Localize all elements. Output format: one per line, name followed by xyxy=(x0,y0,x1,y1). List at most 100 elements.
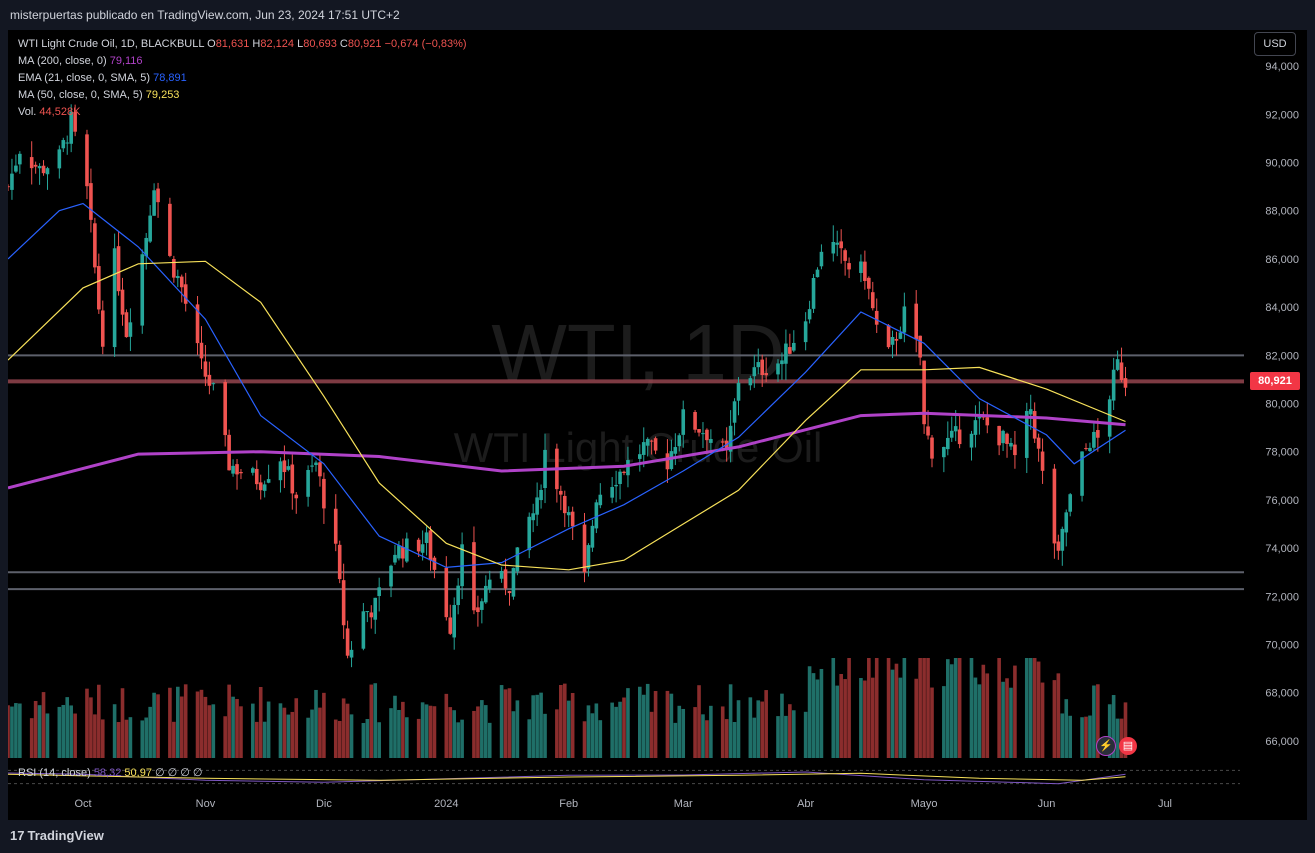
candle-body xyxy=(839,241,843,248)
open-label: O xyxy=(207,38,216,50)
volume-bar xyxy=(1057,673,1061,758)
volume-bar xyxy=(831,658,835,758)
candle-body xyxy=(1108,399,1112,436)
x-tick-label: 2024 xyxy=(434,798,458,810)
candle-body xyxy=(1124,378,1128,388)
volume-bar xyxy=(812,673,816,758)
candle-body xyxy=(223,382,227,435)
candle-body xyxy=(452,605,456,637)
candle-body xyxy=(393,555,397,563)
volume-bar xyxy=(30,718,34,758)
candle-body xyxy=(812,278,816,309)
candle-body xyxy=(417,540,421,552)
candle-body xyxy=(176,276,180,278)
open-value: 81,631 xyxy=(216,38,250,50)
volume-bar xyxy=(780,694,784,758)
event-icons: ⚡ ▤ xyxy=(1096,736,1140,756)
volume-bar xyxy=(239,706,243,758)
volume-bar xyxy=(618,702,622,758)
rsi-legend[interactable]: RSI (14, close) 58,32 50,97 ∅ ∅ ∅ ∅ xyxy=(18,766,203,779)
candle-body xyxy=(397,545,401,558)
candle-body xyxy=(287,466,291,470)
candle-body xyxy=(93,223,97,267)
candle-body xyxy=(1092,432,1096,448)
ma50-value: 79,253 xyxy=(146,89,180,101)
volume-bar xyxy=(294,698,298,758)
candle-body xyxy=(152,190,156,215)
volume-bar xyxy=(816,679,820,758)
volume-bar xyxy=(792,710,796,758)
ma50-label: MA (50, close, 0, SMA, 5) xyxy=(18,89,143,101)
volume-bar xyxy=(176,687,180,758)
candle-body xyxy=(1061,529,1065,551)
volume-bar xyxy=(397,710,401,758)
volume-bar xyxy=(903,658,907,758)
volume-bar xyxy=(697,685,701,758)
chart-area[interactable]: WTI, 1D WTI Light Crude Oil 94,000 92,000 90… xyxy=(8,30,1307,820)
candle-body xyxy=(42,166,46,173)
volume-bar xyxy=(279,703,283,758)
candle-body xyxy=(362,611,366,648)
y-tick-label: 70,000 xyxy=(1265,640,1299,652)
candle-body xyxy=(571,512,575,527)
candle-body xyxy=(784,344,788,364)
volume-bar xyxy=(152,693,156,758)
candle-body xyxy=(867,278,871,289)
volume-bar xyxy=(705,720,709,758)
candle-body xyxy=(559,491,563,495)
lightning-icon[interactable]: ⚡ xyxy=(1096,736,1116,756)
symbol-title[interactable]: WTI Light Crude Oil, 1D, BLACKBULL xyxy=(18,38,204,50)
candle-body xyxy=(117,246,121,291)
x-tick-label: Oct xyxy=(74,798,91,810)
candle-body xyxy=(1053,469,1057,544)
ma200-value: 79,116 xyxy=(110,55,143,67)
volume-bar xyxy=(591,713,595,758)
volume-bar xyxy=(480,700,484,758)
candle-body xyxy=(168,204,172,256)
volume-bar xyxy=(318,708,322,758)
candle-body xyxy=(259,482,263,490)
volume-bar xyxy=(140,720,144,758)
candle-body xyxy=(310,466,314,467)
candle-body xyxy=(859,261,863,272)
volume-bar xyxy=(654,691,658,758)
candle-body xyxy=(737,383,741,401)
volume-bar xyxy=(46,713,50,758)
volume-bar xyxy=(709,706,713,758)
y-tick-label: 94,000 xyxy=(1265,61,1299,73)
legend-ma200[interactable]: MA (200, close, 0) 79,116 xyxy=(18,53,467,70)
candle-body xyxy=(705,430,709,440)
volume-bar xyxy=(97,685,101,758)
candle-body xyxy=(1037,438,1041,449)
candle-body xyxy=(65,143,69,144)
volume-bar xyxy=(788,704,792,758)
legend-volume[interactable]: Vol. 44,528K xyxy=(18,104,467,121)
volume-bar xyxy=(982,665,986,758)
volume-bar xyxy=(930,688,934,758)
volume-bar xyxy=(583,721,587,758)
candle-body xyxy=(488,580,492,589)
candle-body xyxy=(930,438,934,459)
candle-body xyxy=(587,545,591,569)
candle-body xyxy=(531,513,535,520)
candle-body xyxy=(831,242,835,253)
volume-bar xyxy=(235,699,239,758)
volume-bar xyxy=(642,695,646,758)
x-tick-label: Nov xyxy=(196,798,216,810)
volume-bar xyxy=(129,717,133,758)
volume-bar xyxy=(666,691,670,758)
volume-bar xyxy=(895,664,899,758)
candle-body xyxy=(591,526,595,548)
us-flag-icon[interactable]: ▤ xyxy=(1119,737,1137,755)
currency-button[interactable]: USD xyxy=(1254,32,1296,56)
low-value: 80,693 xyxy=(303,38,337,50)
candle-body xyxy=(595,502,599,528)
candle-body xyxy=(267,479,271,483)
volume-bar xyxy=(433,706,437,758)
legend-ema21[interactable]: EMA (21, close, 0, SMA, 5) 78,891 xyxy=(18,70,467,87)
x-tick-label: Mayo xyxy=(911,798,938,810)
tradingview-logo[interactable]: 17 TradingView xyxy=(10,828,104,843)
legend-ma50[interactable]: MA (50, close, 0, SMA, 5) 79,253 xyxy=(18,87,467,104)
volume-bar xyxy=(733,722,737,758)
